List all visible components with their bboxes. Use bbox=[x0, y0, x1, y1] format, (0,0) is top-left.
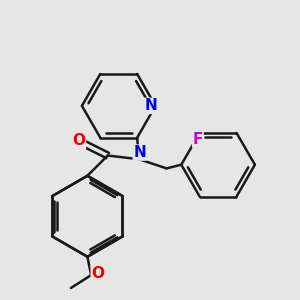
Text: N: N bbox=[145, 98, 158, 113]
Text: N: N bbox=[133, 145, 146, 160]
Text: O: O bbox=[91, 266, 104, 281]
Text: F: F bbox=[193, 132, 203, 147]
Text: O: O bbox=[73, 133, 85, 148]
